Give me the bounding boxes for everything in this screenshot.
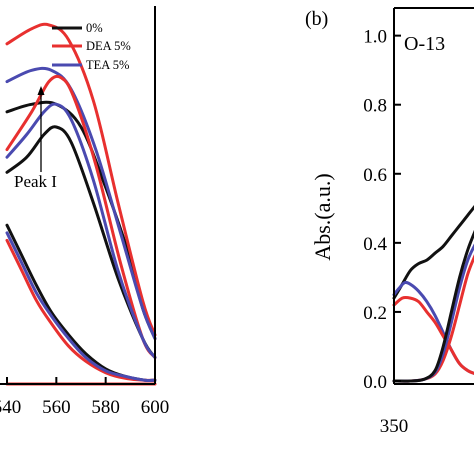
- legend-label-0: 0%: [86, 21, 103, 35]
- panel-a-x-ticks: 540 560 580 600: [0, 377, 169, 418]
- panel-a-series-5: [5, 102, 157, 359]
- panel-b-series-0: [392, 204, 474, 300]
- peak-label: Peak I: [14, 172, 57, 191]
- legend-label-2: TEA 5%: [86, 58, 129, 72]
- panel-b-y-tick-label-3: 0.6: [363, 165, 387, 186]
- peak-arrow-head: [37, 86, 45, 95]
- panel-b-y-tick-label-2: 0.4: [363, 234, 387, 255]
- panel-b-y-ticks: 0.0 0.2 0.4 0.6 0.8 1.0: [363, 27, 401, 393]
- panel-a-x-tick-label-3: 600: [141, 397, 170, 418]
- panel-a-x-tick-label-1: 560: [42, 397, 71, 418]
- panel-a-x-tick-label-2: 580: [91, 397, 120, 418]
- panel-b-inset-label: O-13: [404, 33, 445, 55]
- panel-b-series-2: [392, 295, 474, 375]
- panel-a-x-tick-label-0: 540: [0, 397, 21, 418]
- panel-b-x-ticks: 350: [380, 416, 409, 437]
- panel-b-x-tick-label-0: 350: [380, 416, 409, 437]
- panel-a-series-4: [5, 74, 157, 359]
- peak-annotation: Peak I: [14, 86, 57, 191]
- panel-b-y-tick-label-4: 0.8: [363, 96, 387, 117]
- panel-b-y-tick-label-1: 0.2: [363, 303, 387, 324]
- panel-a-series-8: [5, 231, 157, 383]
- panel-a: 540 560 580 600 0% DEA 5% TEA 5% Peak I: [0, 6, 169, 418]
- legend: 0% DEA 5% TEA 5%: [52, 21, 131, 72]
- panel-b-series-5: [392, 229, 474, 383]
- panel-a-series-1: [5, 22, 157, 337]
- panel-b-label: (b): [305, 8, 328, 30]
- panel-a-series-2: [5, 66, 157, 341]
- legend-label-1: DEA 5%: [86, 39, 131, 53]
- panel-b-y-axis-title: Abs.(a.u.): [310, 173, 335, 260]
- panel-b-curves: [392, 204, 474, 383]
- panel-b-y-tick-label-0: 0.0: [363, 372, 387, 393]
- panel-a-curves: [5, 22, 157, 386]
- panel-b-y-tick-label-5: 1.0: [363, 27, 387, 48]
- panel-b: (b) 0.0 0.2 0.4 0.6 0.8 1.0 350 O-13 Abs.(a.u…: [305, 7, 474, 437]
- panel-a-series-3: [5, 125, 157, 359]
